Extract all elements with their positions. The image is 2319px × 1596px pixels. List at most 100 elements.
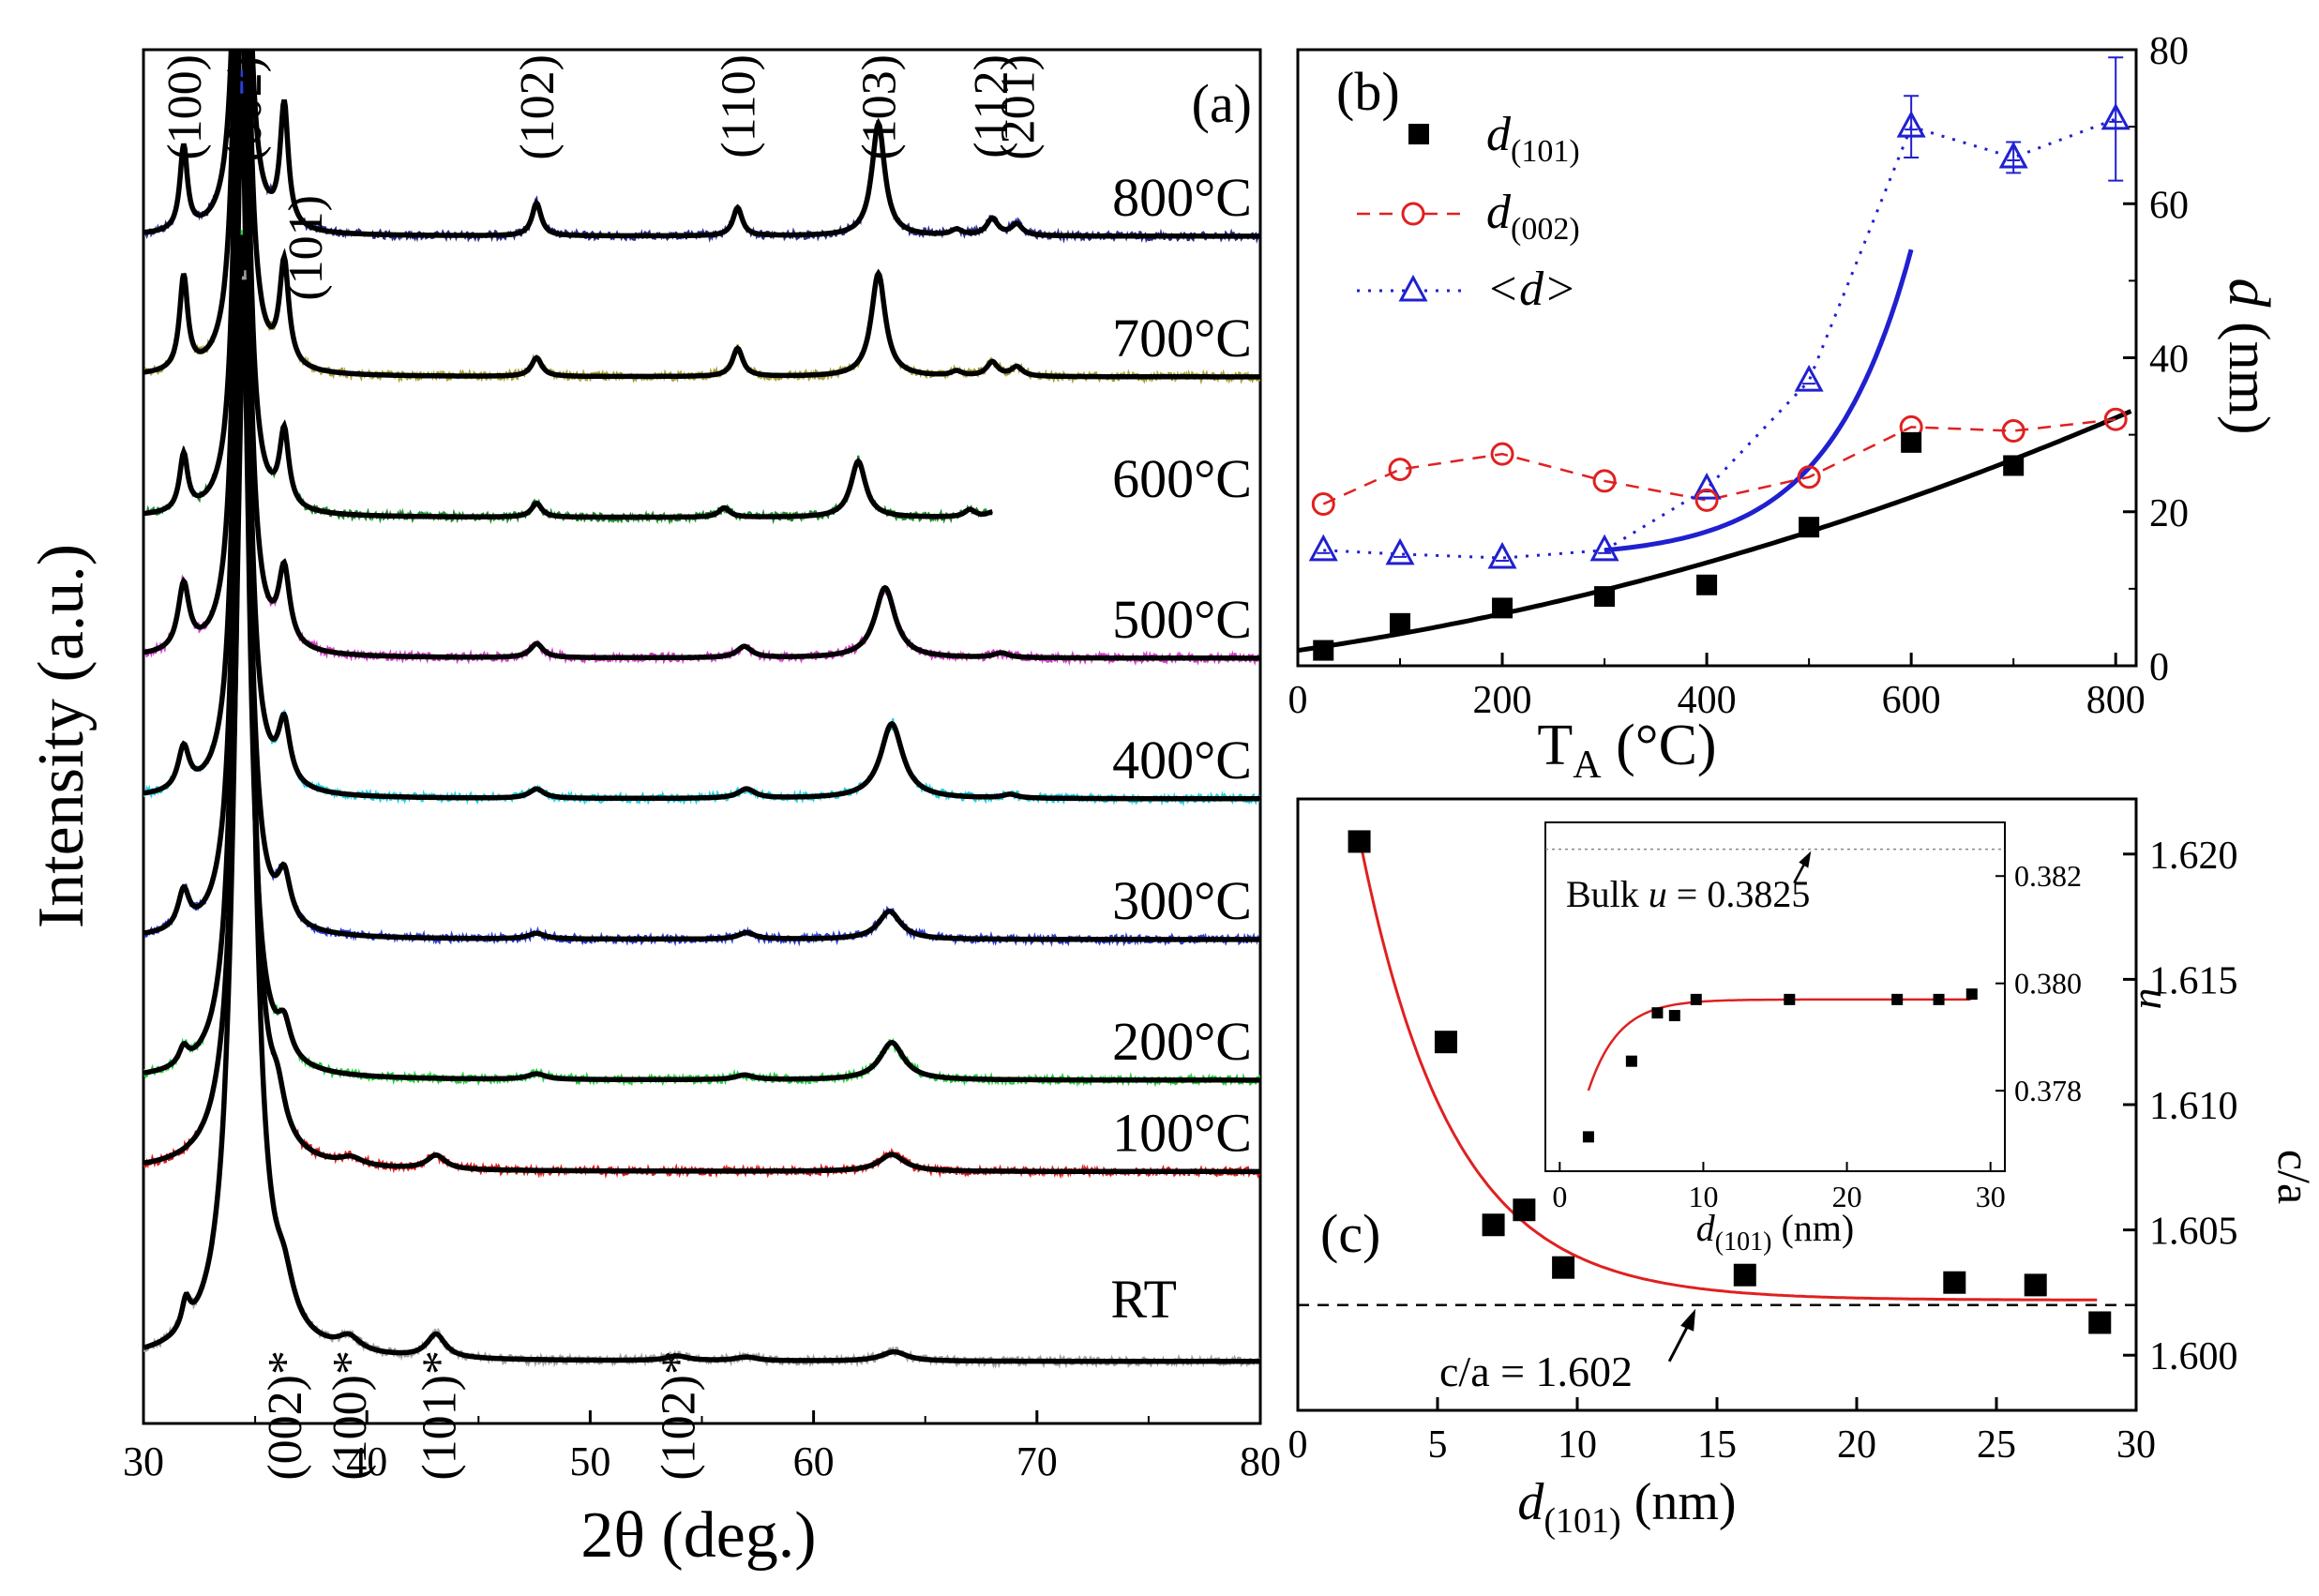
b-legend-label-d101: d(101) [1486,108,1580,169]
a-fit-RT [143,279,1260,1364]
a-peak-label: (201) [991,54,1045,160]
c-y-tick-label: 1.610 [2149,1085,2238,1128]
b-point-d002 [1592,469,1617,493]
panel-c-ticks: 0 5 10 15 20 25 30 1.600 1.605 1.610 1.615 1.620 [1288,835,2238,1467]
a-data-100°C [143,313,1260,1180]
a-x-tick-label: 30 [123,1438,164,1484]
panel-a-peak-labels: (100) (002)(101) (102) (110) (103) (112)(201)… [158,54,1045,1481]
a-peak-label: (002) [218,56,272,162]
i-point [1582,1131,1594,1143]
b-line-avg-d [1323,117,2116,560]
b-point-avg-d [1692,472,1722,500]
panel-b-legend: d(101)d(002)<d> [1357,108,1580,316]
i-point [1625,1055,1637,1067]
b-point-d101 [1799,517,1820,538]
b-fit-d101 [1297,409,2132,654]
c-point [1552,1256,1575,1279]
b-legend-sub: (101) [1511,134,1580,169]
c-x-tick-label: 30 [2116,1423,2156,1467]
a-x-tick-label: 80 [1240,1438,1281,1484]
b-legend-marker-d101 [1408,124,1429,144]
b-point-d101 [1313,640,1334,661]
c-point [1513,1198,1536,1222]
panel-a-temperature-labels: 800°C 700°C 600°C 500°C 400°C 300°C 200°C 100°C… [1110,167,1252,1330]
i-x-tick-label: 20 [1832,1180,1862,1213]
b-point-avg-d [2101,102,2131,130]
a-peak-label: (102) [511,54,565,160]
a-peak-label: (100) [158,54,212,160]
a-fit-100°C [143,324,1260,1175]
panel-c-label: (c) [1320,1203,1380,1264]
b-x-tick-label: 400 [1678,679,1737,722]
panel-c-reference-label: c/a = 1.602 [1439,1348,1633,1395]
a-x-tick-label: 60 [793,1438,835,1484]
panel-a-series [143,50,1260,1370]
b-point-d002 [2103,407,2128,431]
panel-a-x-ticks: 30 40 50 60 70 80 [123,1410,1281,1484]
b-x-tick-label: 600 [1882,679,1941,722]
a-temp-label: 700°C [1112,308,1252,369]
a-temp-label: 200°C [1112,1011,1252,1072]
b-x-tick-label: 800 [2086,679,2146,722]
i-x-tick-label: 30 [1976,1180,2006,1213]
panel-c-inset: 0 10 20 30 0.378 0.380 0.382 Bulk u = 0.3825 d… [1544,821,2179,1257]
panel-a-y-axis-label: Intensity (a.u.) [25,544,98,928]
a-temp-label: 300°C [1112,870,1252,931]
a-fit-400°C [143,50,1260,802]
c-point [1348,830,1371,853]
a-x-tick-label: 50 [569,1438,610,1484]
i-y-tick-label: 0.378 [2014,1074,2082,1107]
b-x-tick-label: 0 [1288,679,1308,722]
inset-bulk-label: Bulk u = 0.3825 [1566,873,1810,915]
b-legend-var: d [1486,186,1512,239]
b-legend-label-avg-d: <d> [1486,263,1576,316]
a-rt-peak-label: (101)* [413,1350,466,1481]
i-x-tick-label: 0 [1552,1180,1567,1213]
b-point-avg-d [1794,364,1824,392]
b-y-tick-label: 0 [2149,646,2169,689]
c-x-tick-label: 25 [1977,1423,2016,1467]
a-peak-label: (112) [965,54,1018,158]
b-legend-marker-d002 [1401,202,1425,226]
panel-a-label: (a) [1192,73,1252,134]
panel-c-y-axis-label: c/a [2268,1150,2319,1204]
inset-x-axis-label: d(101) (nm) [1696,1207,1854,1257]
a-fit-600°C [143,50,993,520]
b-legend-var: d [1486,108,1512,161]
b-legend-marker-avg-d [1398,274,1428,302]
c-y-tick-label: 1.615 [2149,959,2238,1002]
i-point [1933,993,1945,1005]
panel-c-ca-ratio: 0 5 10 15 20 25 30 1.600 1.605 1.610 1.615 1.620 (c… [1288,797,2319,1541]
a-data-700°C [143,50,1260,385]
panel-c-x-axis-label: d(101) (nm) [1517,1473,1736,1541]
a-temp-label: 400°C [1112,730,1252,790]
i-y-tick-label: 0.382 [2014,859,2082,893]
panel-b-label: (b) [1336,61,1400,122]
a-temp-label: 600°C [1112,448,1252,509]
b-y-tick-label: 40 [2149,339,2189,382]
a-fit-500°C [143,50,1260,661]
inset-y-axis-label: u [2131,988,2179,1010]
c-x-tick-label: 15 [1697,1423,1737,1467]
a-temp-label: 500°C [1112,589,1252,650]
panel-a-xrd: 30 40 50 60 70 80 (100) (002)(101)(102) (110) (1… [25,48,1281,1572]
c-x-tick-label: 5 [1428,1423,1448,1467]
a-fit-800°C [143,50,1260,239]
c-point [1733,1263,1756,1287]
panel-b-series [1297,56,2132,661]
i-point [1965,988,1978,1001]
i-y-tick-label: 0.380 [2014,967,2082,1001]
a-rt-peak-label: (002)* [259,1350,312,1481]
a-rt-peak-label: (102)* [652,1350,705,1481]
c-y-tick-label: 1.620 [2149,835,2238,878]
inset-ticks: 0 10 20 30 0.378 0.380 0.382 [1552,859,2082,1213]
i-point [1784,993,1796,1005]
b-point-avg-d [1385,537,1415,565]
a-data-500°C [143,50,1260,667]
b-point-d002 [2001,419,2025,444]
c-reference-arrowhead [1680,1308,1696,1332]
a-fit-300°C [143,93,1260,942]
panel-b-y-axis-label: d (nm) [2217,278,2281,434]
